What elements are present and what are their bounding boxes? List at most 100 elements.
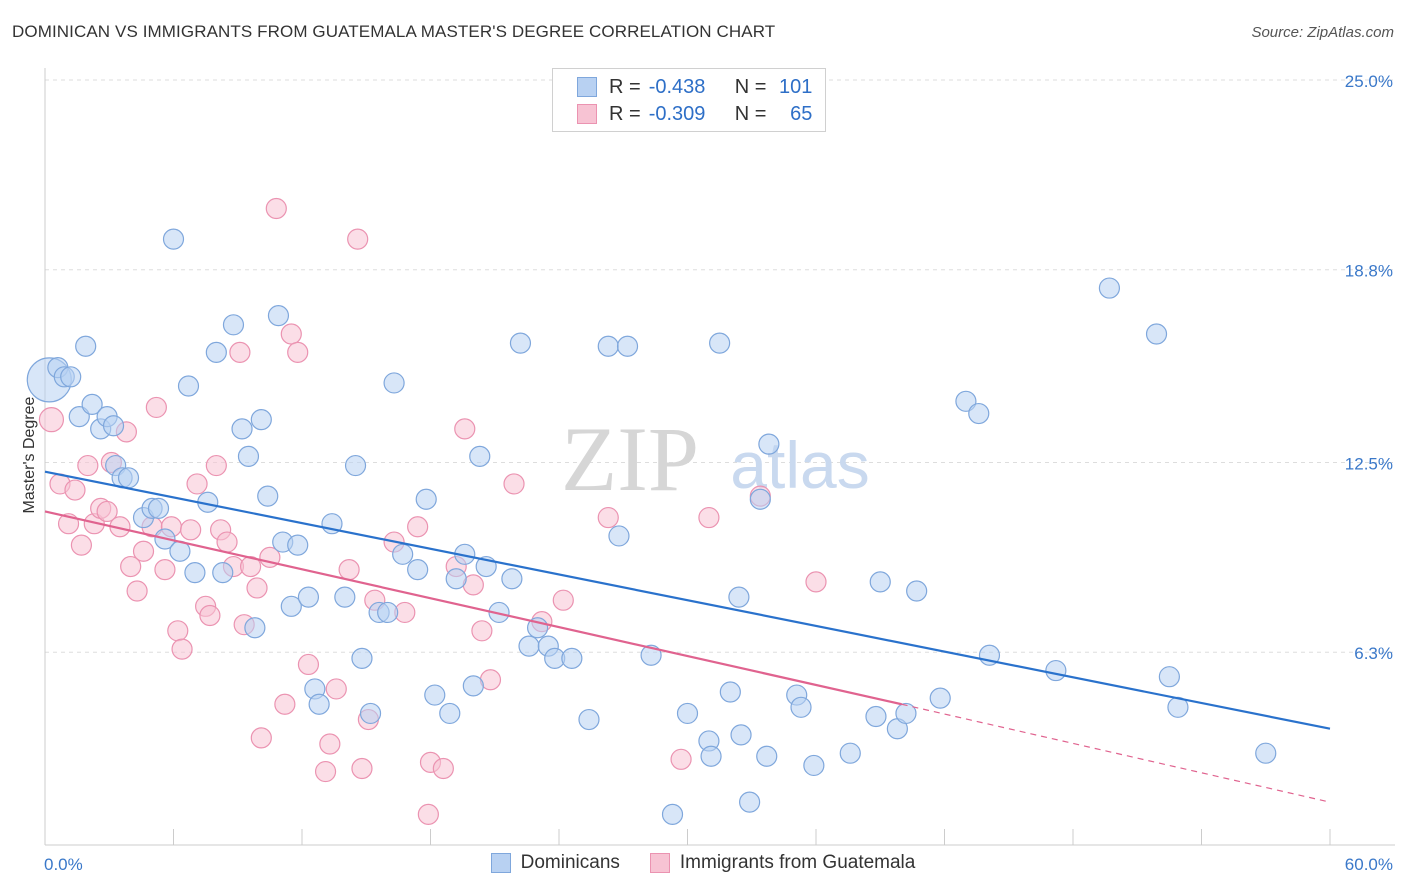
data-point-dominican xyxy=(81,393,103,415)
data-point-dominican xyxy=(790,696,812,718)
data-point-dominican xyxy=(75,335,97,357)
data-point-guatemala xyxy=(319,733,341,755)
data-point-dominican xyxy=(758,433,780,455)
x-tick-label: 0.0% xyxy=(44,855,83,874)
data-point-guatemala xyxy=(471,620,493,642)
data-point-guatemala xyxy=(171,638,193,660)
data-point-dominican xyxy=(839,742,861,764)
data-point-dominican xyxy=(280,595,302,617)
data-point-guatemala xyxy=(120,555,142,578)
axes xyxy=(44,68,1395,846)
data-point-dominican xyxy=(597,335,619,357)
trend-lines xyxy=(44,470,1331,803)
data-point-dominican xyxy=(212,562,234,584)
data-point-dominican xyxy=(968,402,990,425)
data-point-guatemala xyxy=(297,653,320,676)
data-point-guatemala xyxy=(417,803,439,826)
stats-legend: R = -0.438 N = 101 R = -0.309 N = 65 xyxy=(552,68,826,132)
y-tick-label: 25.0% xyxy=(1345,72,1393,91)
data-point-dominican xyxy=(676,702,699,725)
data-point-dominican xyxy=(102,415,125,437)
data-point-dominican xyxy=(462,675,484,697)
series-guatemala-points xyxy=(38,197,827,826)
data-point-dominican xyxy=(117,467,140,489)
data-point-dominican xyxy=(749,488,771,510)
data-point-guatemala xyxy=(132,540,155,562)
data-point-dominican xyxy=(803,754,825,777)
data-point-guatemala xyxy=(670,748,692,770)
data-point-guatemala xyxy=(274,693,296,715)
data-point-guatemala xyxy=(407,516,429,538)
trend-line-guatemala-extension xyxy=(901,703,1331,803)
data-point-guatemala xyxy=(64,479,86,501)
data-point-dominican xyxy=(1255,742,1277,764)
data-point-dominican xyxy=(906,580,928,602)
legend-item-guatemala[interactable]: Immigrants from Guatemala xyxy=(649,852,915,874)
data-point-dominican xyxy=(661,803,684,826)
data-point-dominican xyxy=(147,497,170,519)
data-point-dominican xyxy=(424,684,446,706)
series-legend: Dominicans Immigrants from Guatemala xyxy=(0,852,1406,874)
data-point-dominican xyxy=(287,534,309,556)
data-point-guatemala xyxy=(347,228,369,250)
legend-n-label: N = xyxy=(734,102,767,125)
data-point-dominican xyxy=(60,366,82,388)
legend-item-dominicans[interactable]: Dominicans xyxy=(490,852,620,874)
data-point-guatemala xyxy=(96,500,118,523)
data-point-dominican xyxy=(1045,659,1067,682)
data-point-guatemala xyxy=(503,473,525,495)
chart-title: DOMINICAN VS IMMIGRANTS FROM GUATEMALA M… xyxy=(12,22,776,41)
legend-r-value: -0.438 xyxy=(648,75,706,98)
data-point-dominican xyxy=(616,335,639,357)
legend-r-label: R = xyxy=(609,75,641,98)
data-point-guatemala xyxy=(180,519,202,541)
trend-line-guatemala xyxy=(44,510,902,706)
data-point-guatemala xyxy=(199,604,221,627)
legend-row-guatemala: R = -0.309 N = 65 xyxy=(577,102,812,126)
data-point-guatemala xyxy=(205,454,227,477)
data-point-dominican xyxy=(509,332,532,354)
data-point-dominican xyxy=(439,702,461,725)
legend-r-value: -0.309 xyxy=(648,102,706,125)
y-tick-label: 6.3% xyxy=(1354,644,1393,663)
data-point-guatemala xyxy=(432,757,454,780)
data-point-dominican xyxy=(297,586,320,608)
data-point-guatemala xyxy=(229,341,251,363)
axis-labels: 6.3% 12.5% 18.8% 25.0% 0.0% 60.0% Master's Deg… xyxy=(21,72,1393,874)
data-point-guatemala xyxy=(216,531,238,553)
data-point-dominican xyxy=(1145,323,1168,345)
data-point-guatemala xyxy=(552,589,574,611)
data-point-dominican xyxy=(501,568,523,590)
data-point-dominican xyxy=(162,228,185,250)
data-point-dominican xyxy=(518,635,540,657)
data-point-guatemala xyxy=(240,555,262,578)
data-point-guatemala xyxy=(314,760,337,783)
data-point-dominican xyxy=(237,445,260,467)
legend-n-value: 101 xyxy=(779,75,813,98)
data-point-dominican xyxy=(392,543,414,565)
data-point-dominican xyxy=(719,681,741,703)
data-point-dominican xyxy=(578,708,600,731)
data-point-dominican xyxy=(1158,666,1180,688)
data-point-guatemala xyxy=(351,757,373,780)
data-point-dominican xyxy=(469,445,491,467)
data-point-guatemala xyxy=(280,323,302,345)
data-point-dominican xyxy=(334,586,356,608)
data-point-guatemala xyxy=(246,577,268,599)
data-point-dominican xyxy=(308,693,330,715)
data-point-dominican xyxy=(929,687,951,709)
data-point-dominican xyxy=(728,586,750,608)
data-point-guatemala xyxy=(265,197,287,220)
data-point-dominican xyxy=(257,485,279,507)
data-point-guatemala xyxy=(38,407,65,433)
data-point-dominican xyxy=(244,617,266,639)
data-point-dominican xyxy=(869,571,891,593)
data-point-guatemala xyxy=(250,727,272,749)
data-point-guatemala xyxy=(70,534,93,556)
data-point-dominican xyxy=(359,702,382,725)
watermark: ZIP atlas xyxy=(561,408,870,510)
data-point-dominican xyxy=(640,644,662,666)
data-point-guatemala xyxy=(597,506,619,529)
data-point-dominican xyxy=(709,332,731,354)
